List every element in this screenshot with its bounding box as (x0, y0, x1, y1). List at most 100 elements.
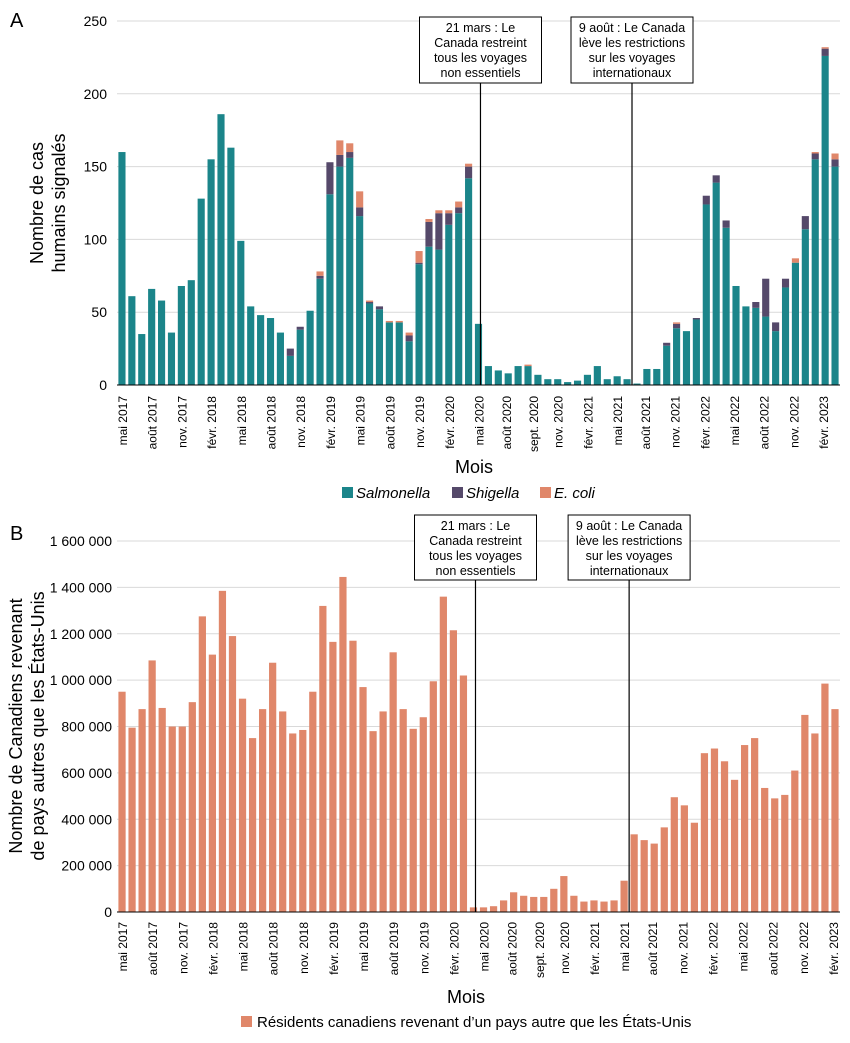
bar-shigella (831, 159, 839, 167)
bar-salmonella (346, 157, 354, 385)
bar-residents-canadiens-revenant-d-un-pays-autre-que-les-etats-unis (650, 843, 658, 912)
x-tick-label: mai 2021 (611, 396, 625, 446)
bar-residents-canadiens-revenant-d-un-pays-autre-que-les-etats-unis (550, 888, 558, 912)
bar-salmonella (504, 373, 512, 385)
x-tick-label: nov. 2019 (417, 922, 431, 974)
bar-residents-canadiens-revenant-d-un-pays-autre-que-les-etats-unis (700, 753, 709, 912)
bar-residents-canadiens-revenant-d-un-pays-autre-que-les-etats-unis (178, 726, 186, 912)
bar-shigella (316, 275, 324, 279)
panel-b-y-axis-title: Nombre de Canadiens revenant de pays aut… (6, 591, 48, 860)
x-tick-label: sept. 2020 (533, 922, 547, 978)
bar-shigella (405, 335, 413, 342)
bar-salmonella (445, 224, 453, 385)
bar-residents-canadiens-revenant-d-un-pays-autre-que-les-etats-unis (620, 880, 628, 912)
x-tick-label: mai 2017 (116, 922, 130, 972)
annotation-text: lève les restrictions (579, 36, 685, 50)
legend-label-residents: Résidents canadiens revenant d’un pays a… (257, 1014, 691, 1031)
bar-e-coli (415, 251, 423, 263)
bar-salmonella (682, 331, 691, 385)
bar-salmonella (613, 376, 621, 385)
annotation-text: sur les voyages (586, 549, 673, 563)
bar-salmonella (148, 288, 156, 385)
y-tick-label: 100 (84, 231, 108, 247)
bar-shigella (673, 323, 681, 329)
y-tick-label: 1 000 000 (50, 672, 112, 688)
bar-residents-canadiens-revenant-d-un-pays-autre-que-les-etats-unis (670, 797, 678, 912)
bar-residents-canadiens-revenant-d-un-pays-autre-que-les-etats-unis (319, 605, 327, 912)
bar-residents-canadiens-revenant-d-un-pays-autre-que-les-etats-unis (710, 748, 719, 912)
bar-salmonella (336, 166, 344, 385)
annotation-text: Canada restreint (429, 534, 522, 548)
bar-salmonella (663, 345, 671, 385)
bar-e-coli (316, 271, 324, 276)
panel-a-y-axis-title: Nombre de cas humains signalés (27, 133, 69, 272)
bar-residents-canadiens-revenant-d-un-pays-autre-que-les-etats-unis (399, 709, 407, 912)
bar-salmonella (276, 332, 284, 385)
x-tick-label: août 2019 (387, 922, 401, 976)
bar-shigella (326, 162, 334, 195)
y-tick-label: 1 400 000 (50, 579, 112, 595)
y-tick-label: 400 000 (61, 811, 112, 827)
x-tick-label: août 2022 (767, 922, 781, 976)
bar-residents-canadiens-revenant-d-un-pays-autre-que-les-etats-unis (801, 714, 809, 912)
panel-a-x-axis-title: Mois (455, 457, 493, 477)
panel-a-legend: Salmonella Shigella E. coli (342, 485, 596, 502)
x-tick-label: août 2021 (646, 922, 660, 976)
bar-salmonella (167, 332, 176, 385)
bar-salmonella (375, 309, 384, 385)
bar-e-coli (673, 322, 681, 324)
bar-residents-canadiens-revenant-d-un-pays-autre-que-les-etats-unis (379, 711, 387, 912)
bar-shigella (445, 213, 453, 225)
x-tick-label: févr. 2021 (581, 396, 595, 449)
bar-salmonella (187, 280, 195, 385)
bar-residents-canadiens-revenant-d-un-pays-autre-que-les-etats-unis (520, 895, 528, 912)
x-tick-label: mai 2020 (478, 922, 492, 972)
annotation-text: tous les voyages (429, 549, 522, 563)
bar-residents-canadiens-revenant-d-un-pays-autre-que-les-etats-unis (168, 726, 176, 912)
bar-salmonella (128, 296, 136, 385)
x-tick-label: févr. 2019 (324, 396, 338, 449)
x-tick-label: févr. 2022 (698, 396, 712, 449)
bar-salmonella (425, 246, 433, 385)
bar-salmonella (177, 285, 185, 385)
bar-e-coli (356, 191, 364, 208)
bar-salmonella (118, 152, 126, 385)
bar-residents-canadiens-revenant-d-un-pays-autre-que-les-etats-unis (469, 907, 478, 912)
x-tick-label: nov. 2018 (294, 396, 308, 448)
bar-e-coli (336, 140, 344, 155)
bar-salmonella (534, 374, 542, 385)
bar-salmonella (405, 341, 413, 385)
bar-shigella (821, 48, 829, 56)
bar-residents-canadiens-revenant-d-un-pays-autre-que-les-etats-unis (489, 906, 498, 912)
bar-salmonella (326, 194, 334, 385)
bar-residents-canadiens-revenant-d-un-pays-autre-que-les-etats-unis (329, 641, 337, 912)
x-tick-label: févr. 2020 (447, 922, 461, 975)
bar-salmonella (316, 278, 324, 385)
bar-residents-canadiens-revenant-d-un-pays-autre-que-les-etats-unis (299, 729, 307, 912)
bar-residents-canadiens-revenant-d-un-pays-autre-que-les-etats-unis (218, 590, 227, 912)
bar-e-coli (435, 210, 443, 214)
bar-salmonella (821, 55, 829, 385)
bar-salmonella (484, 366, 492, 385)
bar-e-coli (524, 364, 532, 367)
bar-e-coli (465, 163, 473, 167)
x-tick-label: févr. 2018 (206, 922, 220, 975)
bar-shigella (465, 166, 473, 179)
bar-residents-canadiens-revenant-d-un-pays-autre-que-les-etats-unis (690, 822, 699, 912)
x-tick-label: nov. 2022 (797, 922, 811, 974)
y-tick-label: 1 600 000 (50, 533, 112, 549)
bar-shigella (455, 207, 463, 214)
bar-residents-canadiens-revenant-d-un-pays-autre-que-les-etats-unis (751, 738, 759, 912)
bar-salmonella (415, 264, 423, 385)
panel-a-x-ticks: mai 2017 août 2017 nov. 2017 févr. 2018 mai … (116, 396, 831, 452)
x-tick-label: nov. 2021 (669, 396, 683, 448)
x-tick-label: nov. 2020 (558, 922, 572, 974)
panel-b-y-axis-title-line-2: de pays autres que les États-Unis (28, 591, 48, 860)
bar-residents-canadiens-revenant-d-un-pays-autre-que-les-etats-unis (419, 717, 427, 912)
bar-shigella (425, 221, 433, 247)
bar-salmonella (583, 374, 592, 385)
legend-swatch-salmonella (342, 487, 353, 498)
x-tick-label: mai 2022 (728, 396, 742, 446)
bar-shigella (346, 152, 354, 158)
bar-residents-canadiens-revenant-d-un-pays-autre-que-les-etats-unis (279, 711, 287, 912)
